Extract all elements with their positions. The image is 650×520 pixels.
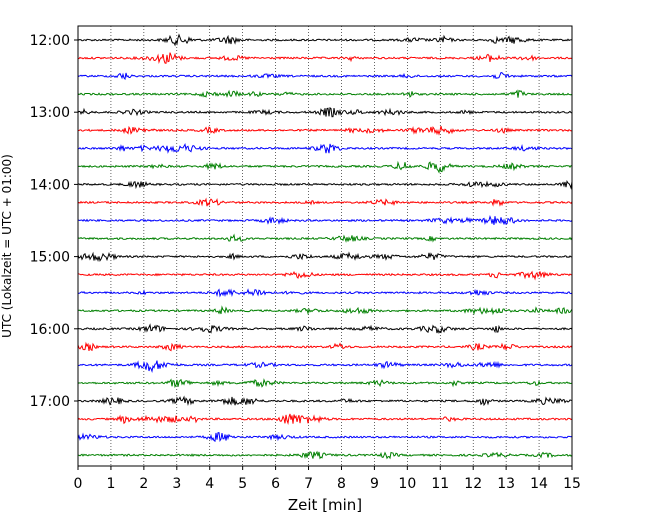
trace-1615 [77, 341, 573, 352]
trace-1645 [77, 378, 573, 388]
x-tick-label: 3 [172, 476, 181, 492]
trace-1230 [77, 72, 573, 81]
y-tick-label: 13:00 [30, 105, 70, 121]
x-tick-label: 13 [497, 476, 515, 492]
x-tick-label: 8 [337, 476, 346, 492]
x-tick-label: 12 [464, 476, 482, 492]
x-tick-label: 1 [106, 476, 115, 492]
trace-1630 [77, 360, 573, 373]
y-tick-label: 12:00 [30, 33, 70, 49]
trace-1245 [77, 89, 573, 98]
x-tick-label: 6 [271, 476, 280, 492]
y-tick-label: 14:00 [30, 177, 70, 193]
trace-1700 [77, 395, 573, 407]
x-tick-label: 0 [74, 476, 83, 492]
vertical-grid [110, 26, 540, 466]
trace-1200 [77, 33, 573, 47]
y-tick-label: 15:00 [30, 250, 70, 266]
trace-1300 [77, 107, 573, 118]
trace-1330 [77, 142, 573, 154]
x-tick-label: 9 [370, 476, 379, 492]
x-tick-label: 15 [563, 476, 581, 492]
y-axis-label: UTC (Lokalzeit = UTC + 01:00) [0, 154, 14, 338]
x-tick-label: 14 [530, 476, 548, 492]
trace-1430 [77, 214, 573, 225]
y-tick-label: 17:00 [30, 394, 70, 410]
trace-1315 [77, 125, 573, 136]
seismogram-traces [77, 33, 573, 460]
trace-1545 [77, 305, 573, 316]
trace-1530 [77, 288, 573, 298]
x-tick-label: 4 [205, 476, 214, 492]
x-tick-label: 10 [398, 476, 416, 492]
trace-1415 [77, 197, 573, 207]
trace-1345 [77, 160, 573, 174]
x-tick-label: 5 [238, 476, 247, 492]
trace-1515 [77, 270, 573, 281]
y-tick-label: 16:00 [30, 322, 70, 338]
x-axis-ticks: 0 1 2 3 4 5 6 7 8 9 10 11 12 13 14 15 [74, 466, 581, 492]
trace-1215 [77, 52, 573, 64]
trace-1600 [77, 323, 573, 334]
trace-1400 [77, 179, 573, 190]
y-axis-ticks: 12:00 13:00 14:00 15:00 16:00 17:00 [30, 33, 78, 410]
trace-1445 [77, 233, 573, 243]
trace-1730 [77, 432, 573, 443]
x-tick-label: 11 [431, 476, 449, 492]
trace-1745 [77, 450, 573, 460]
plot-frame [77, 25, 573, 467]
trace-1715 [77, 413, 573, 426]
x-tick-label: 7 [304, 476, 313, 492]
x-axis-label: Zeit [min] [288, 496, 362, 514]
x-tick-label: 2 [139, 476, 148, 492]
trace-1500 [77, 251, 573, 263]
